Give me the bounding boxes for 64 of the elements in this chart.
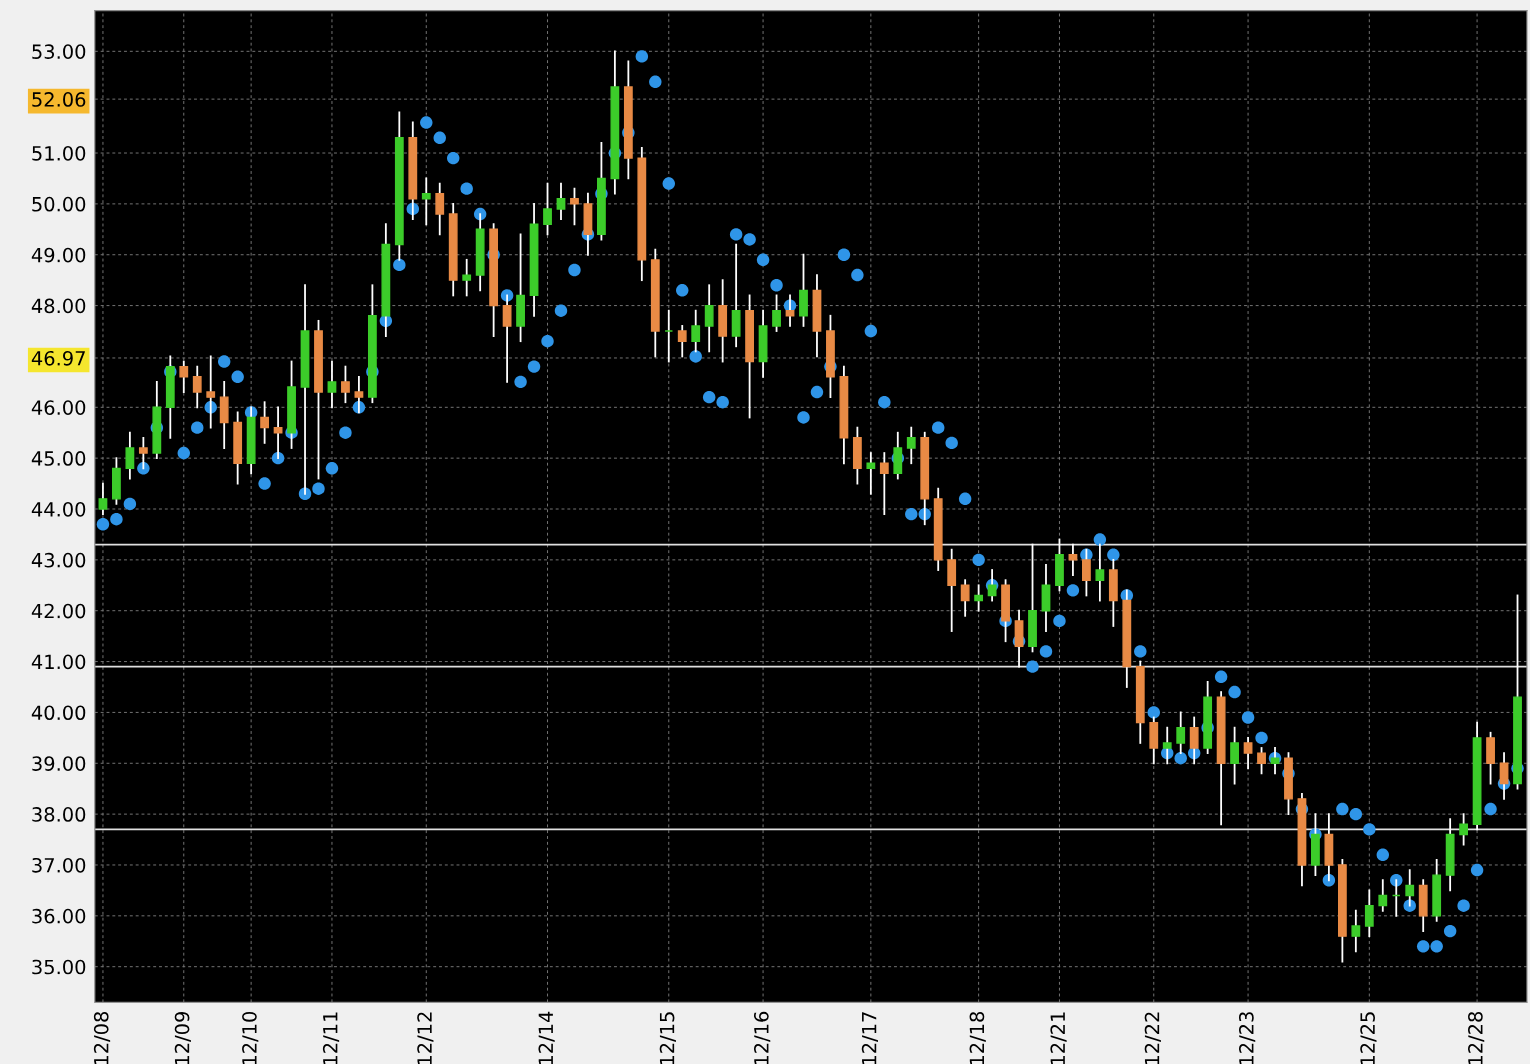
candlestick xyxy=(556,182,566,221)
y-tick-label: 35.00 xyxy=(32,959,86,975)
y-tick-label: 49.00 xyxy=(31,247,86,263)
candlestick xyxy=(98,482,108,515)
x-tick-label: 12/28 xyxy=(1468,1011,1485,1064)
y-tick-label: 40.00 xyxy=(31,705,86,721)
candlestick xyxy=(772,294,781,332)
y-tick-label: 46.00 xyxy=(31,400,86,415)
y-tick-label: 42.00 xyxy=(31,603,86,619)
x-tick-label: 12/14 xyxy=(538,1011,555,1064)
candlestick xyxy=(1243,736,1253,770)
candlestick xyxy=(1364,889,1374,938)
x-tick-label: 12/17 xyxy=(861,1012,879,1064)
candlestick xyxy=(906,426,916,465)
x-tick-label: 12/08 xyxy=(93,1011,111,1064)
y-tick-label: 46.97 xyxy=(31,350,85,366)
x-tick-label: 12/12 xyxy=(417,1012,434,1064)
x-tick-label: 12/22 xyxy=(1144,1012,1161,1064)
candlestick xyxy=(1270,747,1280,775)
x-tick-label: 12/11 xyxy=(322,1012,340,1064)
y-tick-label: 51.00 xyxy=(32,145,86,161)
candlestick xyxy=(125,431,135,480)
candlestick xyxy=(1351,909,1361,953)
candlestick xyxy=(1378,879,1388,912)
candlestick xyxy=(866,452,876,495)
candlestick xyxy=(974,584,984,612)
candlestick xyxy=(435,182,445,236)
candlestick xyxy=(1230,726,1239,785)
candlestick xyxy=(879,452,889,515)
candlestick xyxy=(704,284,714,353)
y-tick-label: 43.00 xyxy=(31,552,86,568)
candlestick xyxy=(260,401,270,444)
candlestick xyxy=(192,365,202,409)
candlestick xyxy=(1459,813,1469,846)
y-tick-label: 41.00 xyxy=(31,654,86,670)
y-tick-label: 52.06 xyxy=(32,92,86,107)
candlestick xyxy=(960,579,970,617)
candlestick xyxy=(1257,747,1266,775)
y-tick-label: 36.00 xyxy=(32,908,86,924)
x-tick-label: 12/10 xyxy=(242,1011,259,1064)
y-tick-label: 45.00 xyxy=(31,451,86,466)
y-tick-label: 37.00 xyxy=(32,857,86,873)
x-tick-label: 12/16 xyxy=(754,1011,771,1064)
candlestick xyxy=(462,258,472,297)
x-tick-label: 12/21 xyxy=(1050,1012,1067,1064)
y-tick-label: 44.00 xyxy=(31,501,86,517)
x-tick-label: 12/23 xyxy=(1239,1012,1256,1064)
candlestick xyxy=(421,177,431,226)
y-tick-label: 50.00 xyxy=(32,196,86,212)
x-tick-label: 12/25 xyxy=(1360,1012,1377,1064)
x-tick-label: 12/18 xyxy=(969,1011,986,1064)
candlestick xyxy=(570,187,579,226)
y-tick-label: 39.00 xyxy=(32,756,86,771)
candlestick xyxy=(179,360,189,393)
candlestick xyxy=(1068,543,1078,577)
x-tick-label: 12/15 xyxy=(659,1012,676,1064)
y-tick-label: 48.00 xyxy=(31,298,86,314)
candlestick xyxy=(341,365,350,404)
candlestick xyxy=(327,360,337,409)
candlestick xyxy=(677,325,687,358)
y-tick-label: 53.00 xyxy=(32,44,86,59)
y-tick-label: 38.00 xyxy=(32,807,86,822)
x-tick-label: 12/09 xyxy=(174,1011,191,1064)
candlestick xyxy=(543,182,552,236)
